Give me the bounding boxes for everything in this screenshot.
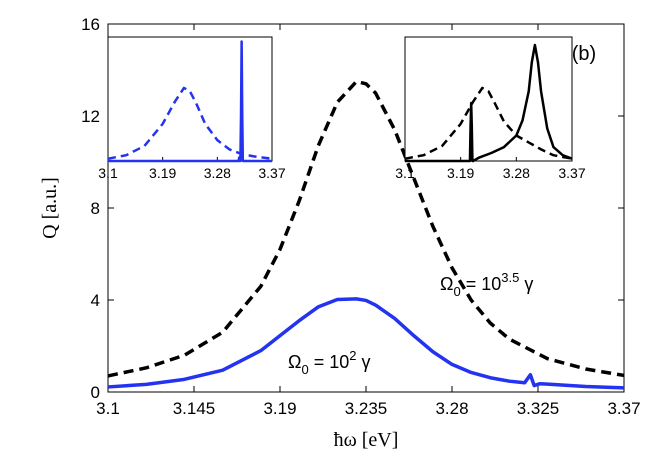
inset-right-plot: 3.1 3.19 3.28 3.37 <box>395 36 586 181</box>
x-tick-label: 3.145 <box>173 399 216 418</box>
y-tick-label: 12 <box>81 107 100 126</box>
inset-x-tick-label: 3.19 <box>149 165 176 181</box>
main-plot: 3.1 3.145 3.19 3.235 3.28 3.325 3.37 0 4 8 12 16 ħω … <box>39 15 641 451</box>
x-tick-label: 3.37 <box>607 399 640 418</box>
x-tick-label: 3.235 <box>345 399 388 418</box>
inset-x-tick-label: 3.28 <box>503 165 530 181</box>
y-tick-label: 16 <box>81 15 100 34</box>
inset-x-tick-label: 3.1 <box>395 165 415 181</box>
x-axis-label: ħω [eV] <box>334 429 399 451</box>
inset-left-plot: 3.1 3.19 3.28 3.37 <box>98 36 286 181</box>
y-tick-label: 8 <box>91 199 100 218</box>
x-tick-label: 3.19 <box>263 399 296 418</box>
x-tick-label: 3.1 <box>96 399 120 418</box>
x-tick-label: 3.325 <box>517 399 560 418</box>
annotation-dashed-curve: Ω0 = 103.5 γ <box>440 270 533 299</box>
x-tick-label: 3.28 <box>435 399 468 418</box>
inset-frame <box>107 36 273 162</box>
inset-frame <box>404 36 573 162</box>
inset-x-tick-label: 3.37 <box>558 165 585 181</box>
series-omega-10-3.5 <box>107 79 625 378</box>
series-omega-10-2 <box>107 297 625 390</box>
annotation-solid-curve: Ω0 = 102 γ <box>288 348 371 377</box>
inset-series-solid-black <box>405 43 573 163</box>
y-axis-label: Q [a.u.] <box>39 177 61 239</box>
inset-x-tick-label: 3.19 <box>447 165 474 181</box>
y-tick-label: 0 <box>91 383 100 402</box>
panel-label: (b) <box>572 43 596 65</box>
inset-series-solid-blue <box>108 40 272 163</box>
y-tick-label: 4 <box>91 291 100 310</box>
inset-x-tick-label: 3.1 <box>98 165 118 181</box>
inset-x-tick-label: 3.37 <box>258 165 285 181</box>
inset-series-dashed-black <box>404 86 573 160</box>
inset-x-tick-label: 3.28 <box>204 165 231 181</box>
